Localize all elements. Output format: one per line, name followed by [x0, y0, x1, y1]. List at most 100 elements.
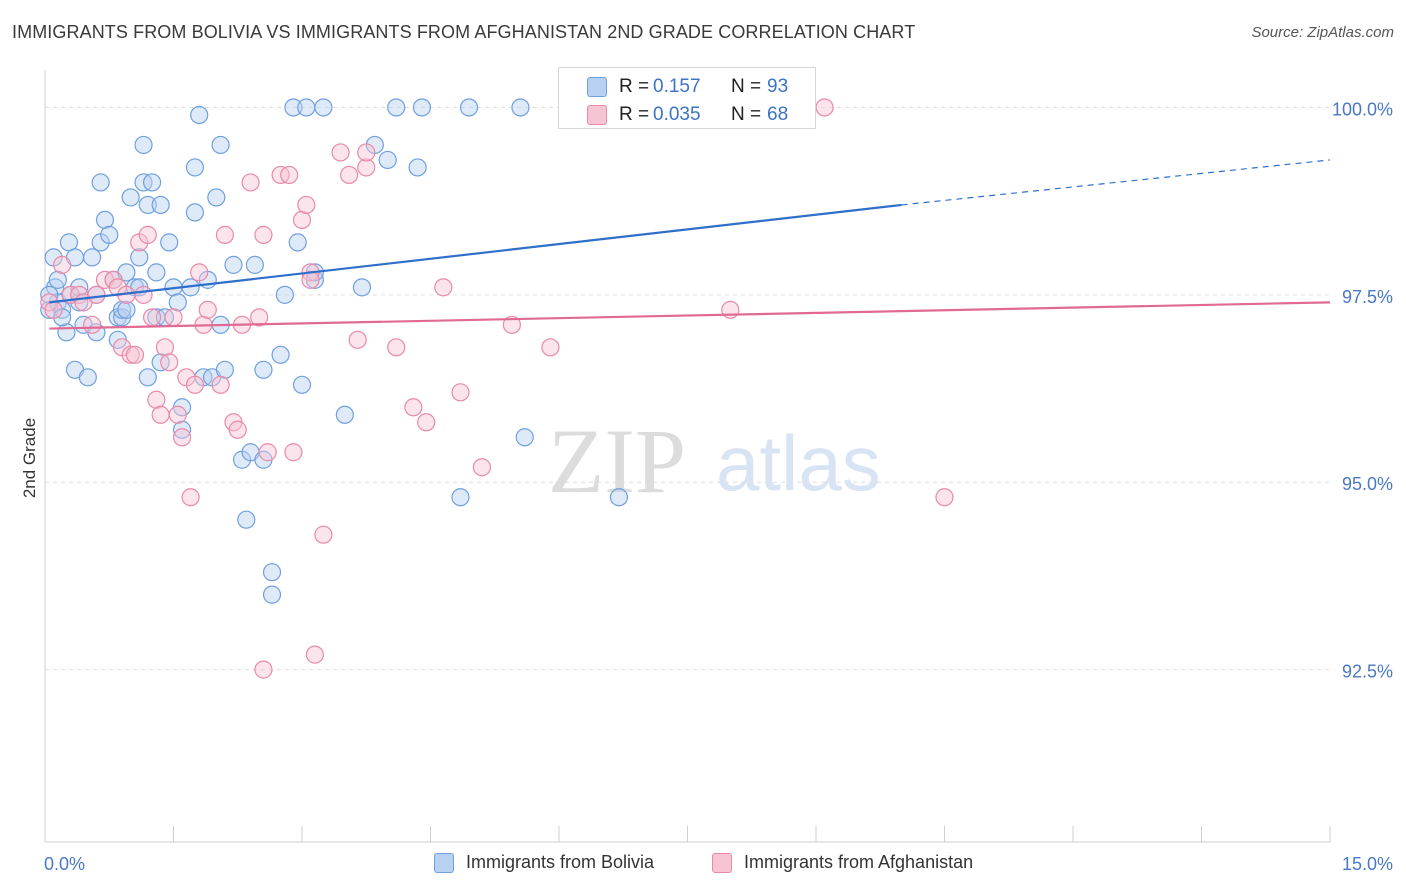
legend-r-label: R =: [619, 76, 650, 97]
point-afghanistan: [357, 143, 376, 162]
point-bolivia: [40, 285, 59, 304]
point-bolivia: [609, 488, 629, 507]
point-afghanistan: [211, 375, 230, 394]
legend-r-value-afghanistan: 0.035: [653, 104, 701, 125]
point-afghanistan: [83, 315, 102, 334]
point-afghanistan: [134, 285, 153, 304]
point-afghanistan: [160, 353, 179, 372]
point-afghanistan: [434, 278, 453, 297]
point-bolivia: [211, 135, 230, 155]
point-afghanistan: [331, 143, 350, 162]
legend-row-afghanistan: R = 0.035 N = 68: [559, 100, 817, 128]
point-afghanistan: [172, 428, 192, 447]
legend-swatch-afghanistan: [587, 105, 607, 125]
point-afghanistan: [125, 345, 145, 364]
point-afghanistan: [472, 458, 491, 477]
point-afghanistan: [228, 420, 247, 439]
point-bolivia: [100, 225, 119, 244]
point-afghanistan: [451, 383, 470, 402]
point-bolivia: [138, 368, 157, 387]
legend-n-label: N =: [731, 104, 762, 125]
point-bolivia: [78, 368, 97, 387]
legend-r-value-bolivia: 0.157: [653, 76, 701, 97]
trend-lines: [49, 159, 1331, 330]
point-afghanistan: [254, 225, 273, 244]
point-bolivia: [284, 98, 303, 117]
trend-line-afghanistan: [49, 301, 1331, 330]
point-bolivia: [245, 255, 264, 274]
point-bolivia: [117, 300, 136, 319]
point-bolivia: [387, 98, 406, 117]
trend-line-bolivia-extension: [901, 159, 1331, 206]
point-afghanistan: [404, 398, 423, 417]
point-bolivia: [48, 270, 67, 289]
point-bolivia: [121, 188, 140, 207]
legend-stats: R = 0.157 N = 93 R = 0.035 N = 68: [558, 67, 816, 129]
point-afghanistan: [340, 165, 359, 185]
point-bolivia: [57, 323, 76, 342]
point-afghanistan: [185, 375, 205, 394]
point-afghanistan: [190, 263, 209, 282]
point-bolivia: [185, 158, 205, 177]
point-afghanistan: [301, 270, 320, 289]
y-tick-label: 97.5%: [1342, 287, 1393, 307]
legend-item-bolivia[interactable]: Immigrants from Bolivia: [434, 852, 654, 873]
chart-title: IMMIGRANTS FROM BOLIVIA VS IMMIGRANTS FR…: [12, 22, 916, 42]
point-bolivia: [352, 278, 372, 297]
point-bolivia: [160, 233, 179, 252]
point-afghanistan: [815, 98, 834, 117]
point-afghanistan: [181, 488, 200, 507]
legend-n-value-bolivia: 93: [767, 76, 789, 97]
point-bolivia: [275, 285, 294, 304]
point-afghanistan: [254, 660, 273, 679]
point-bolivia: [297, 98, 316, 117]
point-bolivia: [408, 158, 427, 177]
point-afghanistan: [305, 645, 324, 664]
point-bolivia: [262, 585, 282, 604]
point-afghanistan: [387, 338, 406, 357]
point-bolivia: [314, 98, 333, 117]
watermark-atlas: atlas: [716, 419, 881, 507]
legend-n-label: N =: [731, 76, 762, 97]
y-tick-label: 92.5%: [1342, 662, 1393, 682]
point-bolivia: [83, 248, 102, 267]
point-bolivia: [91, 173, 110, 192]
gridlines: [45, 106, 1330, 671]
legend-swatch-bolivia: [587, 77, 607, 97]
point-afghanistan: [44, 300, 63, 319]
point-bolivia: [378, 150, 397, 170]
x-tick-label: 0.0%: [44, 854, 85, 874]
point-afghanistan: [164, 308, 183, 327]
legend-swatch-afghanistan: [712, 852, 732, 873]
point-afghanistan: [168, 405, 187, 424]
source-label: Source: ZipAtlas.com: [1251, 24, 1394, 41]
trend-line-bolivia: [49, 203, 902, 304]
point-afghanistan: [87, 285, 106, 304]
point-bolivia: [138, 195, 157, 215]
y-tick-label: 95.0%: [1342, 474, 1393, 494]
point-afghanistan: [215, 225, 234, 244]
point-afghanistan: [348, 330, 367, 349]
series-legend: Immigrants from Bolivia Immigrants from …: [0, 852, 1406, 878]
legend-swatch-bolivia: [434, 852, 454, 873]
point-bolivia: [335, 405, 354, 424]
point-bolivia: [237, 510, 256, 529]
legend-row-bolivia: R = 0.157 N = 93: [559, 72, 817, 100]
legend-label-bolivia: Immigrants from Bolivia: [466, 852, 655, 872]
point-bolivia: [288, 233, 307, 252]
point-bolivia: [95, 210, 115, 230]
y-tick-label: 100.0%: [1332, 99, 1393, 119]
legend-r-label: R =: [619, 104, 650, 125]
point-afghanistan: [151, 405, 170, 424]
point-afghanistan: [280, 165, 299, 185]
point-afghanistan: [297, 195, 316, 215]
point-afghanistan: [53, 255, 72, 274]
point-afghanistan: [250, 308, 269, 327]
legend-item-afghanistan[interactable]: Immigrants from Afghanistan: [712, 852, 973, 873]
point-afghanistan: [121, 345, 140, 364]
point-afghanistan: [502, 315, 521, 334]
data-points: [40, 98, 954, 679]
watermark-zip: ZIP: [548, 410, 686, 512]
axes: [44, 70, 1331, 843]
